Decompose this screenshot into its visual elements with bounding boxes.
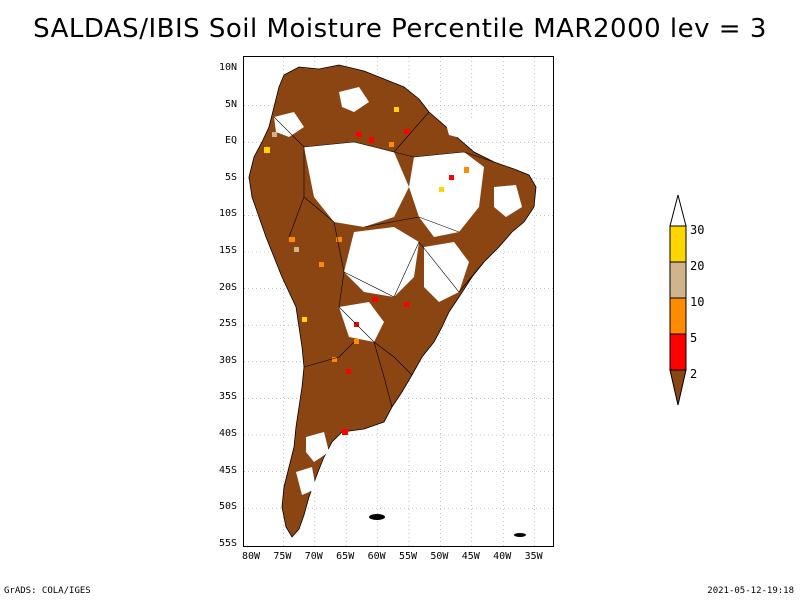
lat-tick-label: 10S	[218, 208, 237, 220]
lat-tick-label: 50S	[218, 501, 237, 513]
footer-timestamp: 2021-05-12-19:18	[707, 586, 794, 596]
lon-tick-label: 75W	[273, 551, 292, 562]
colorbar-orange	[669, 297, 687, 335]
country-borders	[273, 111, 495, 408]
colorbar-label-30: 30	[690, 223, 705, 237]
lon-tick-label: 45W	[461, 551, 480, 562]
lat-tick-label: 30S	[218, 354, 237, 366]
colorbar	[669, 194, 687, 406]
lat-tick-label: 10N	[218, 62, 237, 73]
colorbar-yellow	[669, 225, 687, 263]
lat-tick-label: 40S	[218, 428, 237, 439]
lon-tick-label: 55W	[398, 551, 418, 562]
wet-regions	[274, 87, 522, 495]
colorbar-label-2: 2	[690, 367, 698, 381]
lat-tick-label: 5N	[224, 98, 237, 110]
lat-tick-label: 20S	[218, 281, 237, 293]
colorbar-label-10: 10	[690, 295, 705, 309]
map-panel	[243, 56, 554, 547]
islands	[369, 514, 526, 537]
continent-fill	[248, 64, 537, 538]
lat-tick-label: 15S	[218, 245, 237, 256]
footer-credit: GrADS: COLA/IGES	[4, 586, 91, 596]
colorbar-top-arrow	[669, 194, 687, 227]
colorbar-bottom-arrow	[669, 369, 687, 406]
lon-tick-label: 65W	[336, 551, 355, 562]
lon-tick-label: 40W	[493, 551, 512, 562]
lon-tick-label: 50W	[430, 551, 449, 562]
colorbar-label-5: 5	[690, 331, 698, 345]
yellow-spots	[264, 107, 444, 322]
lon-tick-label: 35W	[524, 551, 543, 562]
south-america-map	[244, 57, 553, 546]
lon-tick-label: 60W	[367, 551, 386, 562]
lat-tick-label: 45S	[218, 464, 237, 476]
orange-spots	[289, 142, 469, 362]
colorbar-tan	[669, 261, 687, 299]
lat-tick-label: 5S	[224, 171, 237, 183]
lon-tick-label: 80W	[241, 551, 261, 562]
colorbar-red	[669, 333, 687, 371]
lat-tick-label: 35S	[218, 391, 237, 403]
lat-tick-label: 25S	[218, 318, 237, 330]
lat-tick-label: EQ	[224, 135, 237, 147]
map-title: SALDAS/IBIS Soil Moisture Percentile MAR…	[33, 14, 767, 44]
lat-tick-label: 55S	[218, 537, 237, 549]
lon-tick-label: 70W	[304, 551, 323, 562]
colorbar-label-20: 20	[690, 259, 705, 273]
